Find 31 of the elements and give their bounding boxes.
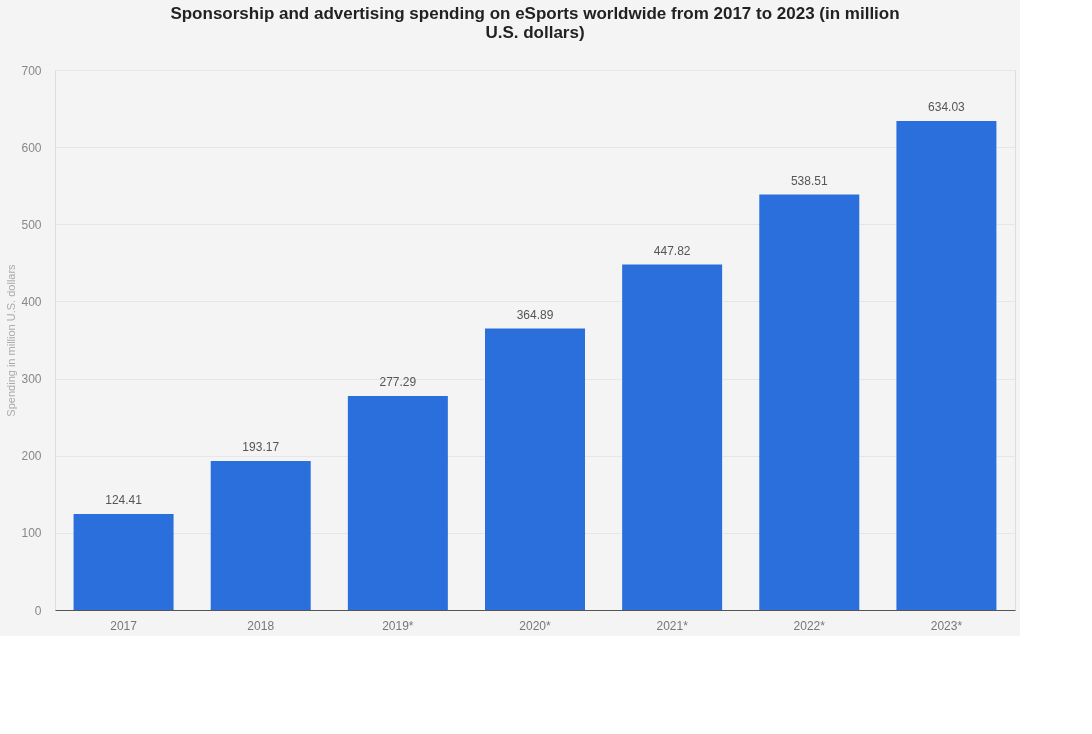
y-tick-label: 200 [21, 449, 42, 464]
x-tick-label: 2019* [382, 618, 414, 633]
y-tick-label: 500 [21, 217, 42, 232]
x-tick-label: 2023* [930, 618, 963, 633]
data-label: 634.03 [928, 99, 966, 114]
y-tick-label: 300 [21, 372, 42, 387]
bar [622, 264, 723, 610]
data-label: 364.89 [516, 307, 554, 322]
y-tick-label: 400 [21, 294, 42, 309]
data-label: 124.41 [105, 493, 143, 508]
bar [210, 460, 311, 610]
x-tick-label: 2018 [247, 618, 275, 633]
bar [896, 120, 997, 610]
bar [759, 194, 860, 610]
data-label: 277.29 [379, 375, 417, 390]
y-tick-label: 100 [21, 526, 42, 541]
x-tick-label: 2022* [793, 618, 826, 633]
bar [347, 396, 448, 610]
chart-title: Sponsorship and advertising spending on eSports worldwide from 2017 to 2023 (in million U.S. dollars) [170, 4, 900, 42]
data-label: 193.17 [242, 439, 280, 454]
x-tick-label: 2020* [519, 618, 552, 633]
y-tick-label: 600 [21, 140, 42, 155]
bar [485, 328, 585, 610]
y-tick-label: 700 [21, 63, 42, 78]
x-tick-label: 2017 [110, 618, 138, 633]
bar [73, 514, 174, 610]
x-tick-label: 2021* [656, 618, 689, 633]
data-label: 447.82 [653, 243, 691, 258]
data-label: 538.51 [790, 173, 828, 188]
y-tick-label: 0 [34, 603, 42, 618]
y-axis-title: Spending in million U.S. dollars [5, 263, 18, 417]
